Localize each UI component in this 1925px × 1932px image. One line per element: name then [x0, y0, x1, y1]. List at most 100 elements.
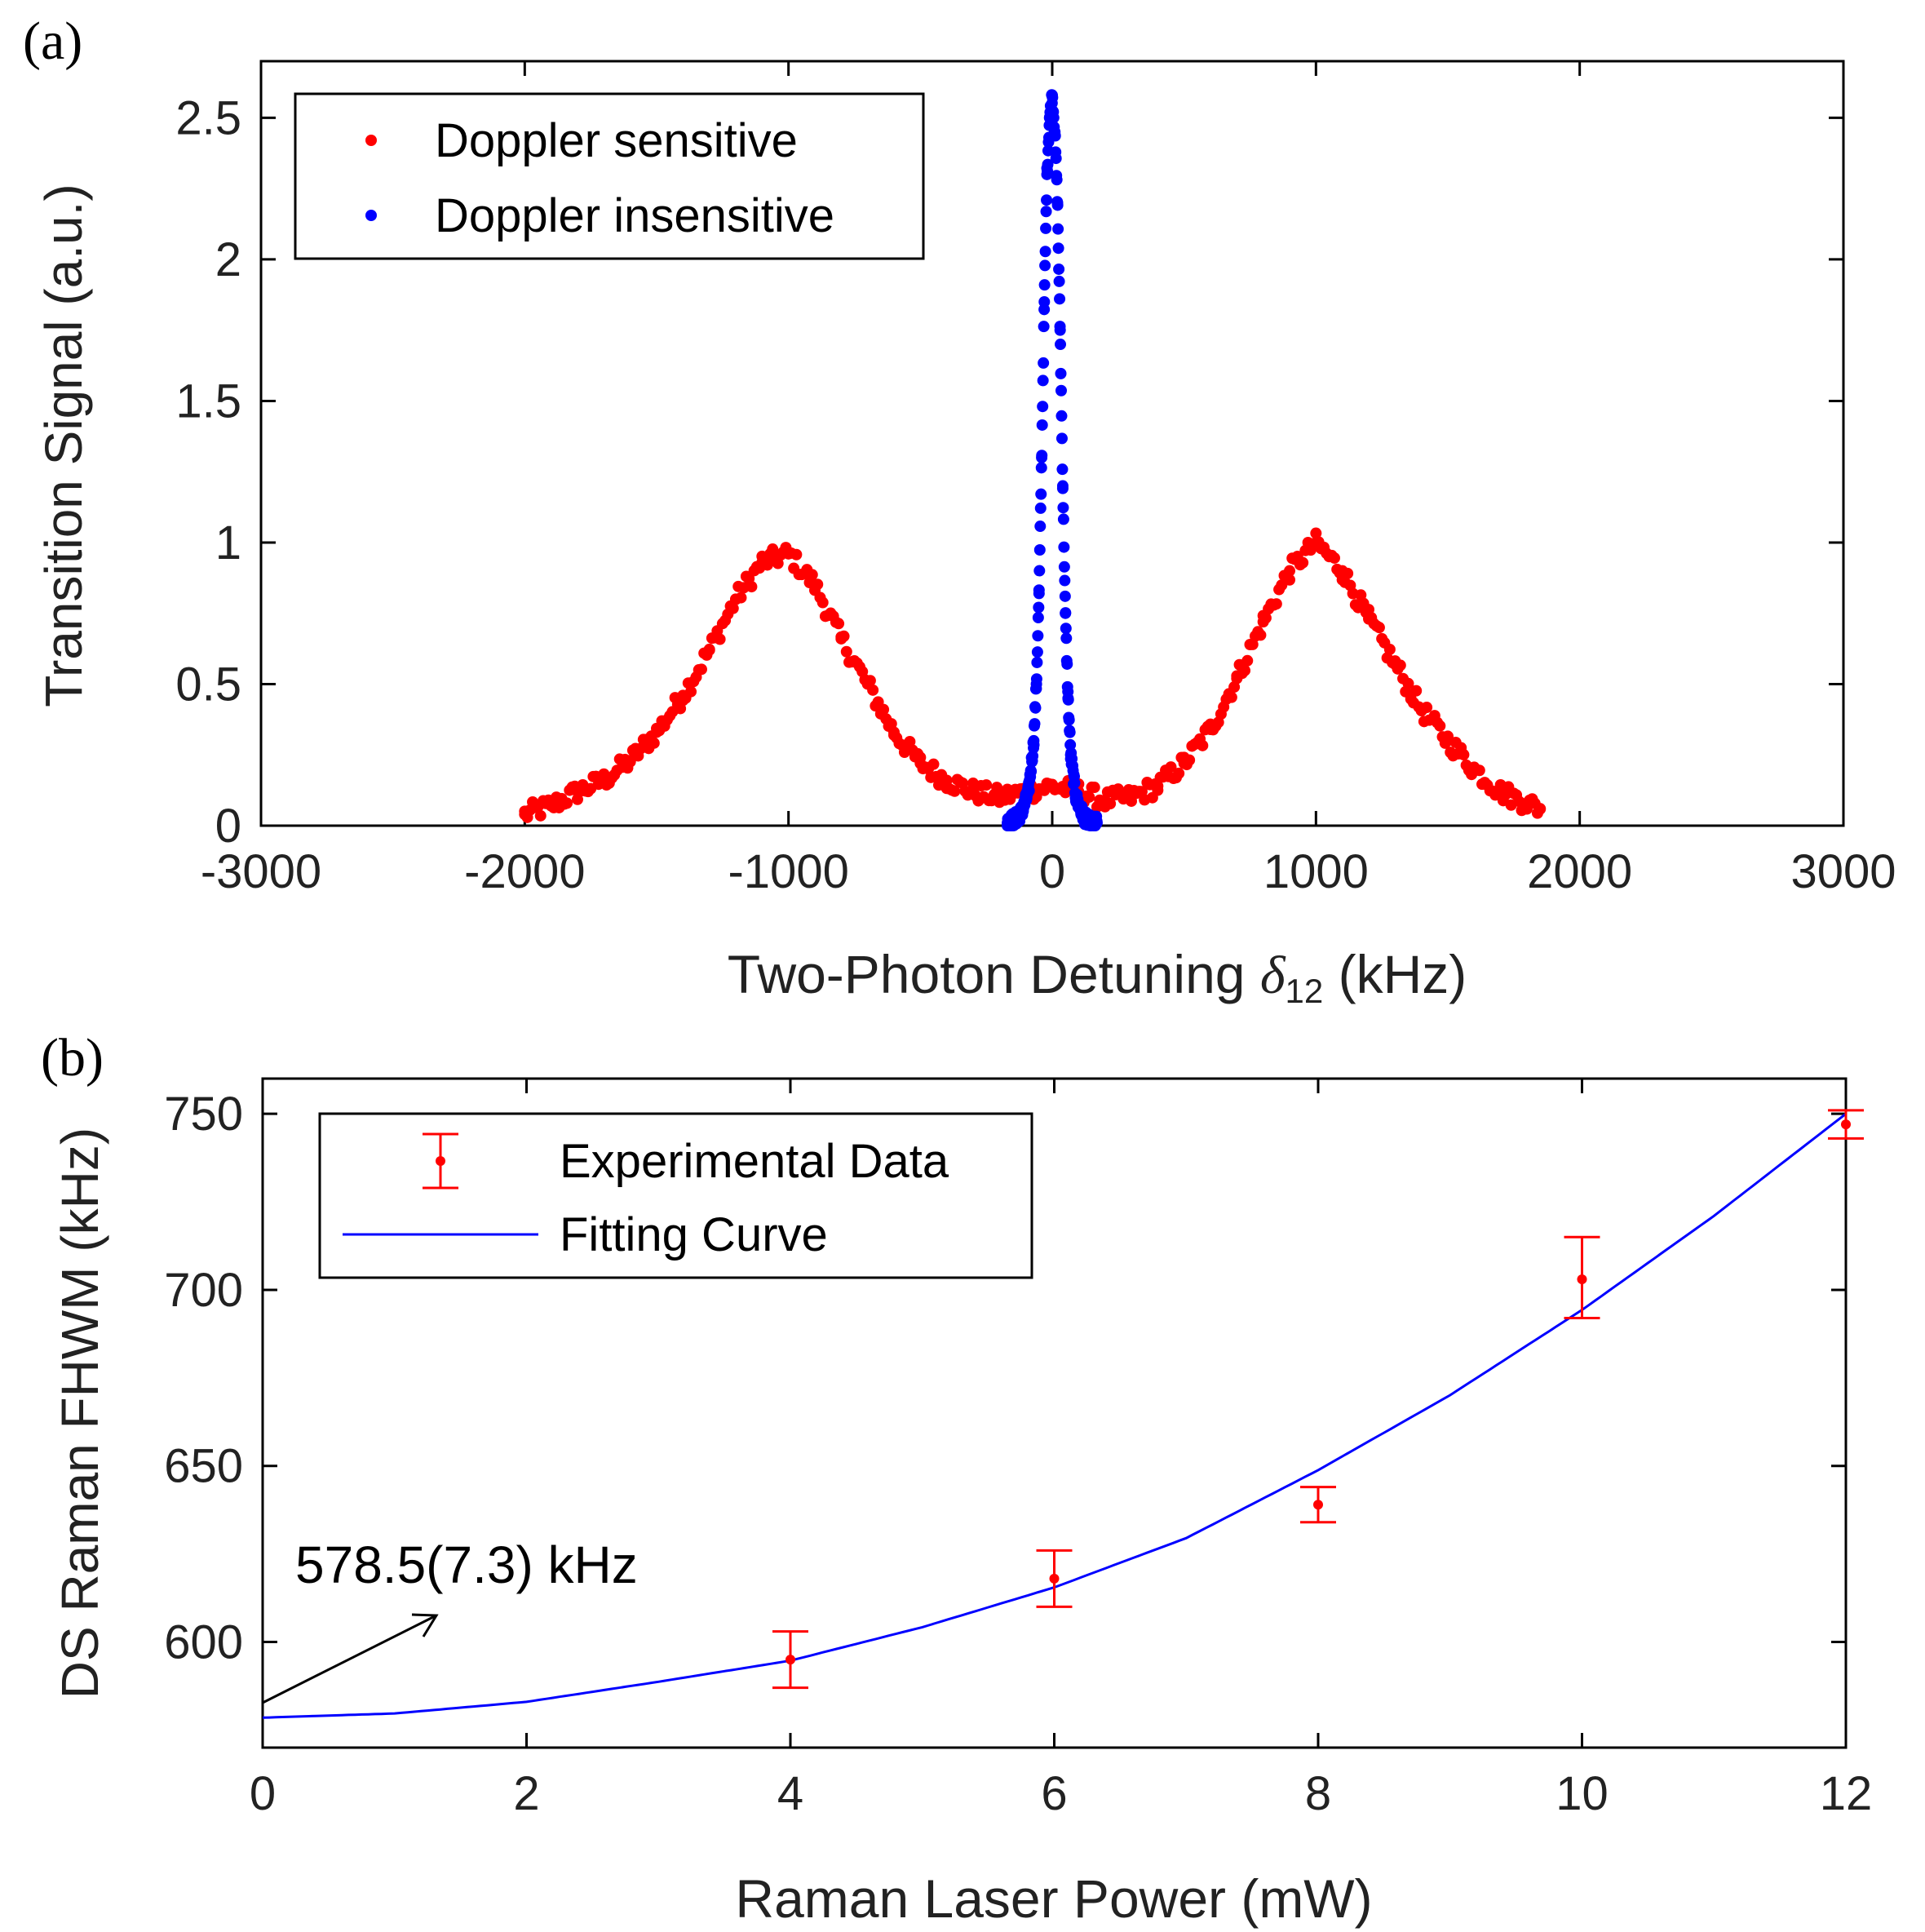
x-tick-label: 8	[1305, 1767, 1331, 1820]
doppler-sensitive-point	[1473, 764, 1485, 777]
doppler-insensitive-point	[1032, 611, 1044, 623]
legend-label-doppler-sensitive: Doppler sensitive	[435, 114, 798, 167]
doppler-insensitive-point	[1036, 450, 1048, 462]
doppler-insensitive-point	[1035, 488, 1047, 500]
doppler-insensitive-point	[1030, 683, 1042, 695]
doppler-insensitive-point	[1038, 279, 1051, 291]
doppler-sensitive-point	[1241, 654, 1254, 667]
panel-a: (a) -3000 -2000 -1000 0 1000 2000 3000 0 0.5 1 1.5…	[23, 11, 1896, 1010]
y-tick-label: 0.5	[175, 658, 241, 711]
doppler-insensitive-point	[1038, 304, 1051, 316]
doppler-insensitive-point	[1047, 112, 1060, 124]
doppler-insensitive-point	[1051, 199, 1064, 211]
doppler-insensitive-point	[1033, 584, 1045, 596]
doppler-sensitive-point	[1259, 612, 1272, 624]
doppler-sensitive-point	[1225, 691, 1237, 703]
doppler-sensitive-point	[624, 756, 636, 768]
x-tick-label: 2000	[1527, 845, 1632, 898]
panel-a-xlabel-unit: (kHz)	[1323, 944, 1467, 1004]
x-tick-label: 2	[513, 1767, 539, 1820]
doppler-insensitive-point	[1039, 259, 1051, 272]
doppler-insensitive-point	[1060, 632, 1073, 645]
doppler-insensitive-point	[1049, 130, 1061, 142]
y-tick-label: 650	[164, 1440, 243, 1493]
doppler-insensitive-point	[1028, 738, 1040, 751]
doppler-sensitive-point	[1126, 795, 1137, 807]
y-tick-label: 600	[164, 1616, 243, 1669]
y-tick-label: 2	[215, 233, 241, 286]
doppler-insensitive-point	[1056, 482, 1069, 494]
data-marker	[1841, 1119, 1851, 1130]
panel-a-legend: Doppler sensitive Doppler insensitive	[294, 92, 925, 260]
doppler-sensitive-point	[1394, 659, 1406, 671]
doppler-sensitive-point	[1197, 739, 1209, 751]
doppler-sensitive-point	[1152, 784, 1164, 796]
doppler-sensitive-point	[885, 718, 897, 730]
doppler-sensitive-point	[980, 779, 993, 791]
panel-b: (b) 0 2 4 6 8 10 12 600 650 700 750 Experimental D…	[41, 1028, 1872, 1929]
doppler-insensitive-point	[1034, 521, 1047, 533]
doppler-insensitive-point	[1031, 656, 1043, 668]
panel-a-ylabel: Transition Signal (a.u.)	[34, 184, 93, 707]
doppler-sensitive-point	[1458, 749, 1470, 761]
x-tick-label: 4	[777, 1767, 803, 1820]
doppler-sensitive-point	[1402, 677, 1414, 689]
doppler-insensitive-point	[1062, 685, 1074, 698]
doppler-insensitive-point	[1055, 384, 1067, 397]
panel-a-xlabel-text: Two-Photon Detuning	[728, 944, 1260, 1004]
doppler-sensitive-point	[727, 602, 739, 614]
x-tick-label: 0	[1039, 845, 1065, 898]
doppler-sensitive-point	[648, 737, 660, 749]
doppler-sensitive-point	[1434, 720, 1446, 732]
doppler-insensitive-point	[1030, 673, 1042, 685]
doppler-sensitive-point	[1373, 622, 1385, 634]
doppler-sensitive-point	[1255, 629, 1267, 641]
doppler-sensitive-point	[1442, 730, 1454, 742]
y-tick-label: 1	[215, 516, 241, 569]
doppler-sensitive-point	[561, 797, 573, 809]
legend-label-experimental-data: Experimental Data	[560, 1135, 949, 1188]
panel-b-label: (b)	[41, 1028, 104, 1088]
legend-marker-experimental-data	[423, 1132, 458, 1190]
doppler-sensitive-point	[838, 630, 850, 642]
doppler-sensitive-point	[1104, 798, 1117, 810]
y-tick-label: 750	[164, 1088, 243, 1141]
doppler-sensitive-point	[1184, 754, 1196, 766]
panel-a-xlabel: Two-Photon Detuning δ12 (kHz)	[728, 944, 1467, 1010]
doppler-insensitive-point	[1054, 293, 1066, 305]
doppler-sensitive-point	[1521, 803, 1533, 815]
doppler-insensitive-point	[1050, 153, 1062, 165]
doppler-insensitive-point	[1057, 502, 1069, 514]
experimental-data-point	[1036, 1549, 1073, 1608]
legend-marker-doppler-insensitive	[365, 210, 377, 221]
doppler-sensitive-point	[812, 578, 824, 591]
x-tick-label: 6	[1041, 1767, 1067, 1820]
x-tick-label: 10	[1555, 1767, 1609, 1820]
annotation-arrow	[262, 1613, 439, 1704]
doppler-sensitive-point	[695, 663, 707, 676]
doppler-insensitive-point	[1047, 91, 1059, 104]
doppler-insensitive-point	[1040, 222, 1052, 234]
doppler-insensitive-point	[1055, 432, 1068, 445]
doppler-insensitive-point	[1069, 777, 1081, 789]
experimental-data-point	[772, 1630, 808, 1690]
x-tick-label: -2000	[464, 845, 585, 898]
doppler-sensitive-point	[1165, 761, 1177, 773]
legend-label-fitting-curve: Fitting Curve	[560, 1208, 828, 1261]
experimental-data-point	[1564, 1235, 1600, 1319]
doppler-insensitive-point	[1031, 646, 1043, 658]
y-tick-label: 2.5	[175, 91, 241, 144]
doppler-insensitive-point	[1029, 702, 1042, 714]
x-tick-label: -1000	[728, 845, 848, 898]
doppler-insensitive-point	[1032, 630, 1044, 642]
doppler-sensitive-point	[767, 543, 779, 556]
doppler-sensitive-point	[1534, 803, 1547, 815]
doppler-insensitive-point	[1053, 275, 1065, 287]
data-marker	[1313, 1500, 1323, 1510]
doppler-insensitive-point	[1063, 714, 1075, 726]
doppler-insensitive-point	[1038, 357, 1050, 369]
doppler-insensitive-point	[1036, 419, 1048, 431]
panel-a-xlabel-subscript: 12	[1286, 972, 1324, 1010]
y-tick-label: 0	[215, 800, 241, 853]
doppler-sensitive-point	[714, 633, 726, 645]
